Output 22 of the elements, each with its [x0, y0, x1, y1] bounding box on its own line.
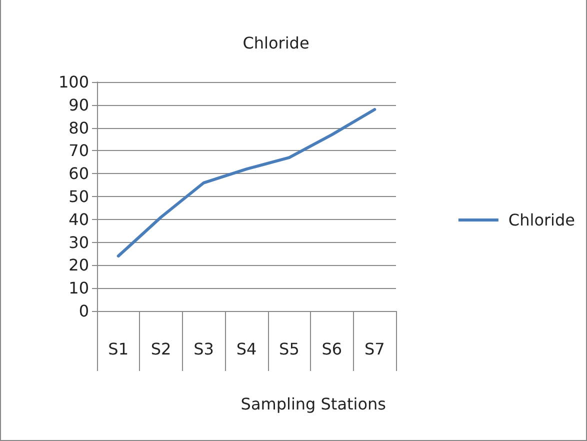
y-tick-label: 10	[68, 278, 89, 298]
y-tick-label: 80	[68, 118, 89, 138]
y-tick-label: 100	[58, 72, 89, 92]
x-axis-title: Sampling Stations	[240, 394, 386, 414]
x-tick-label: S4	[236, 340, 257, 358]
x-tick-label: S2	[150, 340, 172, 358]
x-tick-label: S5	[279, 340, 300, 358]
y-tick-label: 40	[68, 210, 89, 229]
y-tick-label: 60	[68, 164, 89, 184]
chart-title: Chloride	[242, 34, 310, 52]
y-tick-label: 50	[68, 187, 89, 206]
y-tick-label: 0	[78, 302, 89, 320]
line-series	[116, 108, 376, 258]
x-tick-label: S6	[322, 340, 342, 358]
y-tick-label: 20	[68, 256, 89, 275]
x-tick-label: S1	[108, 340, 129, 358]
legend-label: Chloride	[508, 210, 576, 230]
x-tick-label: S3	[194, 340, 214, 358]
y-tick-label: 90	[68, 95, 89, 114]
x-tick-label: S7	[364, 340, 385, 358]
y-tick-label: 30	[68, 232, 89, 252]
y-tick-label: 70	[68, 141, 89, 160]
